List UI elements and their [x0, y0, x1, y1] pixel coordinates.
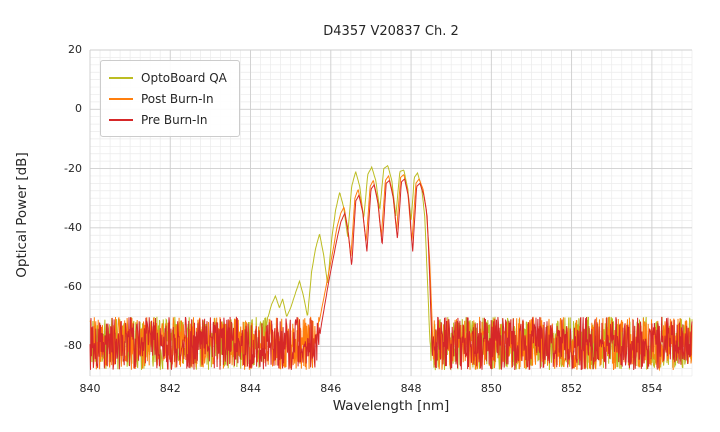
legend-line-swatch — [109, 118, 133, 121]
x-tick-label: 842 — [159, 382, 181, 395]
x-tick-label: 850 — [480, 382, 502, 395]
legend: OptoBoard QA Post Burn-In Pre Burn-In — [100, 60, 240, 137]
legend-label: Pre Burn-In — [141, 112, 208, 127]
y-axis-label: Optical Power [dB] — [14, 152, 30, 278]
y-tick-label: -40 — [64, 220, 82, 234]
legend-line-swatch — [109, 76, 133, 79]
legend-item-pre-burn-in: Pre Burn-In — [109, 109, 227, 130]
x-tick-label: 854 — [641, 382, 663, 395]
legend-label: Post Burn-In — [141, 91, 214, 106]
series-line-pre-burn-in — [89, 178, 693, 371]
x-tick-label: 846 — [320, 382, 342, 395]
y-tick-label: -80 — [64, 339, 82, 353]
y-tick-label: -60 — [64, 280, 82, 294]
x-axis-label: Wavelength [nm] — [332, 398, 450, 414]
legend-item-optoboard-qa: OptoBoard QA — [109, 67, 227, 88]
y-tick-label: 0 — [75, 102, 82, 116]
legend-label: OptoBoard QA — [141, 70, 227, 85]
x-tick-label: 840 — [79, 382, 101, 395]
legend-line-swatch — [109, 97, 133, 100]
legend-item-post-burn-in: Post Burn-In — [109, 88, 227, 109]
x-tick-label: 852 — [561, 382, 583, 395]
chart-title: D4357 V20837 Ch. 2 — [323, 24, 459, 39]
x-tick-label: 844 — [240, 382, 262, 395]
y-tick-label: -20 — [64, 161, 82, 175]
y-tick-label: 20 — [68, 43, 82, 56]
x-tick-label: 848 — [400, 382, 422, 395]
